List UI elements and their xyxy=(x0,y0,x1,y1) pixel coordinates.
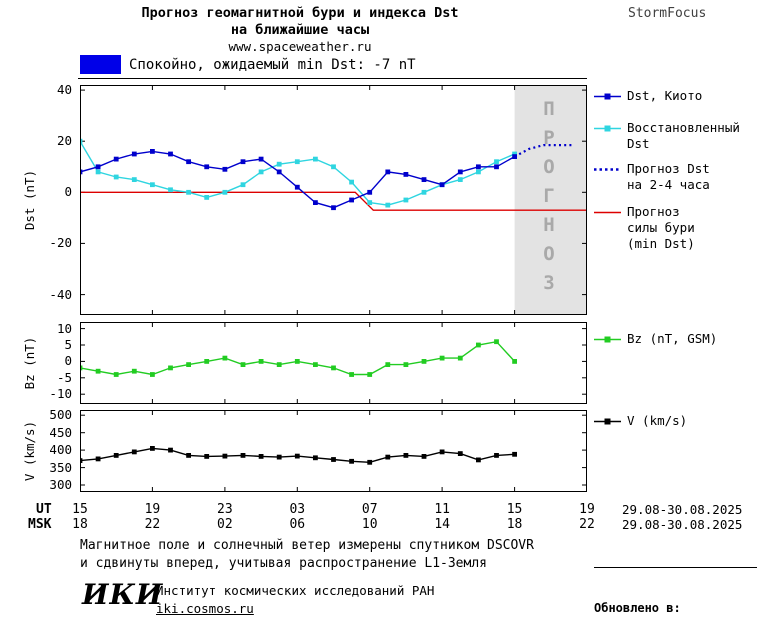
legend-label: Восстановленный xyxy=(627,120,740,135)
ut-date-range: 29.08-30.08.2025 xyxy=(622,502,743,517)
legend-label: на 2-4 часа xyxy=(627,177,710,192)
y-tick-label: 10 xyxy=(56,320,72,336)
storm-status-text: Спокойно, ожидаемый min Dst: -7 nT xyxy=(129,57,416,73)
y-tick-label: -20 xyxy=(49,235,72,251)
x-tick-label-ut: 15 xyxy=(72,502,88,517)
legend-item-forecast-storm: Прогноз силы бури (min Dst) xyxy=(594,204,695,252)
legend-label: Dst, Киото xyxy=(627,88,703,103)
x-tick-label-msk: 14 xyxy=(434,517,450,532)
x-tick-label-ut: 19 xyxy=(144,502,161,517)
legend-item-forecast-dst: Прогноз Dst на 2-4 часа xyxy=(594,161,710,193)
y-tick-label: 300 xyxy=(49,477,72,493)
legend-label: (min Dst) xyxy=(627,236,695,251)
y-tick-label: 350 xyxy=(49,459,72,475)
ut-axis-row-label: UT xyxy=(36,502,52,517)
legend-item-dst-kyoto: Dst, Киото xyxy=(594,88,702,104)
x-tick-label-msk: 18 xyxy=(506,517,523,532)
legend-label: Прогноз xyxy=(627,204,680,219)
forecast-storm-legend-marker xyxy=(594,211,621,214)
updated-label: Обновлено в: xyxy=(594,601,681,615)
legend-label: Bz (nT, GSM) xyxy=(627,331,718,346)
data-source-note-line2: и сдвинуты вперед, учитывая распростране… xyxy=(80,556,487,571)
iki-logo: ИКИ xyxy=(82,578,164,611)
institute-name: Институт космических исследований РАН xyxy=(156,583,435,598)
legend-label: V (km/s) xyxy=(627,413,688,428)
legend-item-dst-restored: Восстановленный Dst xyxy=(594,120,740,152)
legend-item-bz: Bz (nT, GSM) xyxy=(594,331,717,347)
dst-chart xyxy=(80,85,587,315)
x-tick-label-ut: 19 xyxy=(579,502,595,517)
data-source-note-line1: Магнитное поле и солнечный ветер измерен… xyxy=(80,538,534,553)
forecast-dst-legend-marker xyxy=(594,168,621,171)
x-tick-label-ut: 07 xyxy=(361,502,378,517)
x-tick-label-ut: 15 xyxy=(506,502,523,517)
dst-restored-legend-marker xyxy=(594,125,621,132)
page-title-line1: Прогноз геомагнитной бури и индекса Dst xyxy=(141,5,459,21)
legend-label: силы бури xyxy=(627,220,695,235)
x-tick-label-msk: 22 xyxy=(579,517,595,532)
y-tick-label: 500 xyxy=(49,407,72,423)
y-tick-label: -40 xyxy=(49,286,72,302)
spaceweather-link[interactable]: www.spaceweather.ru xyxy=(228,39,372,54)
storm-level-color-swatch xyxy=(80,55,121,74)
msk-axis-row-label: MSK xyxy=(28,517,52,532)
dst-kyoto-legend-marker xyxy=(594,93,621,100)
y-tick-label: 20 xyxy=(56,133,72,149)
x-tick-label-msk: 02 xyxy=(217,517,233,532)
page-title-line2: на ближайшие часы xyxy=(230,22,370,38)
y-tick-label: 40 xyxy=(56,82,72,98)
v-legend-marker xyxy=(594,418,621,425)
x-tick-label-msk: 22 xyxy=(144,517,161,532)
y-tick-label: 450 xyxy=(49,424,72,440)
iki-site-link[interactable]: iki.cosmos.ru xyxy=(156,601,254,616)
y-tick-label: -10 xyxy=(49,386,72,402)
x-tick-label-ut: 23 xyxy=(217,502,233,517)
updated-block: Обновлено в: UT 15:05, 30.08.2025 MSK 18… xyxy=(594,567,757,620)
bz-legend-marker xyxy=(594,336,621,343)
forecast-band-label: ПРОГНОЗ xyxy=(538,98,560,301)
legend-item-v: V (km/s) xyxy=(594,413,687,429)
y-tick-label: 0 xyxy=(64,184,72,200)
y-tick-label: -5 xyxy=(56,369,72,385)
v-chart xyxy=(80,410,587,492)
x-tick-label-ut: 11 xyxy=(434,502,450,517)
x-tick-label-msk: 18 xyxy=(72,517,88,532)
status-divider xyxy=(78,78,587,79)
y-tick-label: 400 xyxy=(49,442,72,458)
bz-chart xyxy=(80,322,587,404)
x-tick-label-ut: 03 xyxy=(289,502,306,517)
x-tick-label-msk: 10 xyxy=(361,517,378,532)
x-tick-label-msk: 06 xyxy=(289,517,306,532)
stormfocus-brand: StormFocus xyxy=(628,6,707,21)
msk-date-range: 29.08-30.08.2025 xyxy=(622,517,743,532)
y-tick-label: 5 xyxy=(64,336,72,352)
y-tick-label: 0 xyxy=(64,353,72,369)
legend-label: Прогноз Dst xyxy=(627,161,710,176)
legend-label: Dst xyxy=(627,136,650,151)
